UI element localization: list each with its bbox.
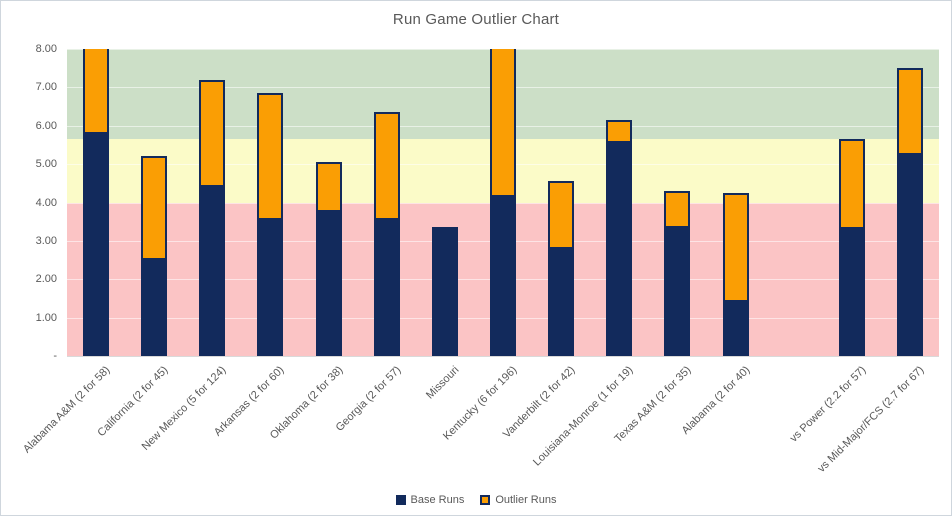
y-axis-label: 8.00	[35, 43, 57, 55]
bar-outlier-segment	[259, 95, 282, 218]
y-axis-label: 4.00	[35, 196, 57, 209]
outlier-runs-swatch-icon	[480, 495, 491, 505]
bar-column	[823, 49, 881, 356]
bar-outlier-segment	[85, 49, 108, 132]
bar	[431, 227, 458, 356]
bar	[257, 93, 284, 356]
bar-column	[183, 49, 241, 356]
bar	[606, 120, 633, 356]
bar-outlier-segment	[143, 158, 166, 259]
bar-column	[300, 49, 358, 356]
bar	[83, 49, 110, 356]
y-axis-label: 5.00	[35, 158, 57, 171]
bar-column	[590, 49, 648, 356]
bar-outlier-segment	[491, 49, 514, 195]
bar-column	[416, 49, 474, 356]
chart-title: Run Game Outlier Chart	[392, 11, 560, 28]
y-axis-label: -	[53, 350, 57, 362]
bar-column	[358, 49, 416, 356]
bar	[722, 192, 749, 356]
bar-outlier-segment	[375, 114, 398, 218]
bar	[315, 162, 342, 356]
bar-outlier-segment	[608, 122, 631, 142]
legend: Base Runs Outlier Runs	[1, 494, 951, 506]
bar-outlier-segment	[666, 193, 689, 226]
bar-outlier-segment	[317, 164, 340, 211]
bar	[838, 139, 865, 356]
bar	[373, 112, 400, 356]
bar	[896, 68, 923, 356]
bar-column	[706, 49, 764, 356]
bar-outlier-segment	[550, 183, 573, 247]
legend-label-base-runs: Base Runs	[410, 494, 465, 506]
bar-column	[532, 49, 590, 356]
bar	[199, 79, 226, 356]
bar-outlier-segment	[840, 141, 863, 228]
y-axis-label: 1.00	[35, 311, 57, 324]
legend-item-base-runs: Base Runs	[395, 494, 465, 506]
y-axis-label: 2.00	[35, 273, 57, 286]
bar-column	[765, 49, 823, 356]
bar-outlier-segment	[201, 81, 224, 186]
y-axis-label: 3.00	[35, 234, 57, 247]
bar-column	[67, 49, 125, 356]
bar	[664, 191, 691, 356]
legend-item-outlier-runs: Outlier Runs	[480, 494, 556, 506]
bar-column	[241, 49, 299, 356]
base-runs-swatch-icon	[395, 495, 406, 505]
bar-column	[125, 49, 183, 356]
bar-outlier-segment	[724, 194, 747, 301]
bar	[141, 156, 168, 356]
plot-area	[67, 49, 939, 357]
legend-label-outlier-runs: Outlier Runs	[495, 494, 557, 506]
y-axis-label: 6.00	[35, 119, 57, 132]
bar-column	[881, 49, 939, 356]
bar-outlier-segment	[898, 70, 921, 153]
bar	[489, 49, 516, 356]
bar-column	[648, 49, 706, 356]
bar	[548, 181, 575, 356]
bar-column	[474, 49, 532, 356]
y-axis-label: 7.00	[35, 81, 57, 94]
